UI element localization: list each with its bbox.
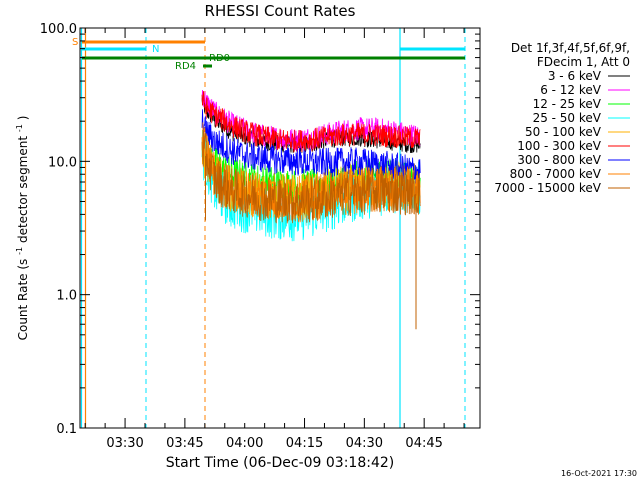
legend-label-300-800-kev: 300 - 800 keV <box>517 153 601 167</box>
x-axis: 03:30 03:45 04:00 04:15 04:30 04:45 <box>84 28 465 451</box>
y-axis-label-main: Count Rate (s <box>16 259 30 341</box>
y-axis: 0.1 1.0 10.0 100.0 <box>40 22 480 437</box>
x-tick-label: 03:30 <box>106 436 143 451</box>
y-axis-label-mid: detector segment <box>16 136 30 243</box>
legend-label-50-100-kev: 50 - 100 keV <box>525 125 602 139</box>
x-tick-label: 03:45 <box>166 436 203 451</box>
x-axis-label: Start Time (06-Dec-09 03:18:42) <box>166 455 394 471</box>
y-axis-label-sup1: -1 <box>15 247 24 255</box>
plot-area: S N RD4 RD0 <box>72 28 466 428</box>
legend-label-3-6-kev: 3 - 6 keV <box>548 69 602 83</box>
y-axis-label-end: ) <box>16 116 30 121</box>
annotation-n: N <box>152 44 159 55</box>
legend-label-7000-15000-kev: 7000 - 15000 keV <box>494 181 601 195</box>
annotation-rd0: RD0 <box>209 53 230 64</box>
legend-header-line-1: Det 1f,3f,4f,5f,6f,9f, <box>511 41 630 55</box>
y-axis-label: Count Rate (s -1 detector segment -1 ) <box>11 116 30 341</box>
series-line-300-800-kev <box>201 109 421 184</box>
legend: Det 1f,3f,4f,5f,6f,9f, FDecim 1, Att 0 3… <box>494 41 630 195</box>
chart-title: RHESSI Count Rates <box>205 2 356 20</box>
annotation-s: S <box>72 37 78 48</box>
legend-label-12-25-kev: 12 - 25 keV <box>533 97 602 111</box>
x-tick-label: 04:15 <box>286 436 323 451</box>
y-tick-label: 0.1 <box>56 422 77 437</box>
plot-frame <box>79 27 481 429</box>
series-line-7000-15000-kev <box>201 130 421 224</box>
legend-label-800-7000-kev: 800 - 7000 keV <box>510 167 602 181</box>
annotation-rd4: RD4 <box>175 61 196 72</box>
legend-header-line-2: FDecim 1, Att 0 <box>537 55 630 69</box>
x-tick-label: 04:45 <box>405 436 442 451</box>
footer-date: 16-Oct-2021 17:30 <box>561 469 637 478</box>
y-axis-label-sup2: -1 <box>15 124 24 132</box>
series-line-100-300-kev <box>201 91 421 154</box>
legend-label-6-12-kev: 6 - 12 keV <box>540 83 602 97</box>
x-tick-label: 04:00 <box>226 436 263 451</box>
y-tick-label: 100.0 <box>40 22 77 37</box>
legend-label-100-300-kev: 100 - 300 keV <box>517 139 601 153</box>
x-tick-label: 04:30 <box>346 436 383 451</box>
legend-label-25-50-kev: 25 - 50 keV <box>533 111 602 125</box>
y-tick-label: 1.0 <box>56 289 77 304</box>
y-tick-label: 10.0 <box>48 155 77 170</box>
